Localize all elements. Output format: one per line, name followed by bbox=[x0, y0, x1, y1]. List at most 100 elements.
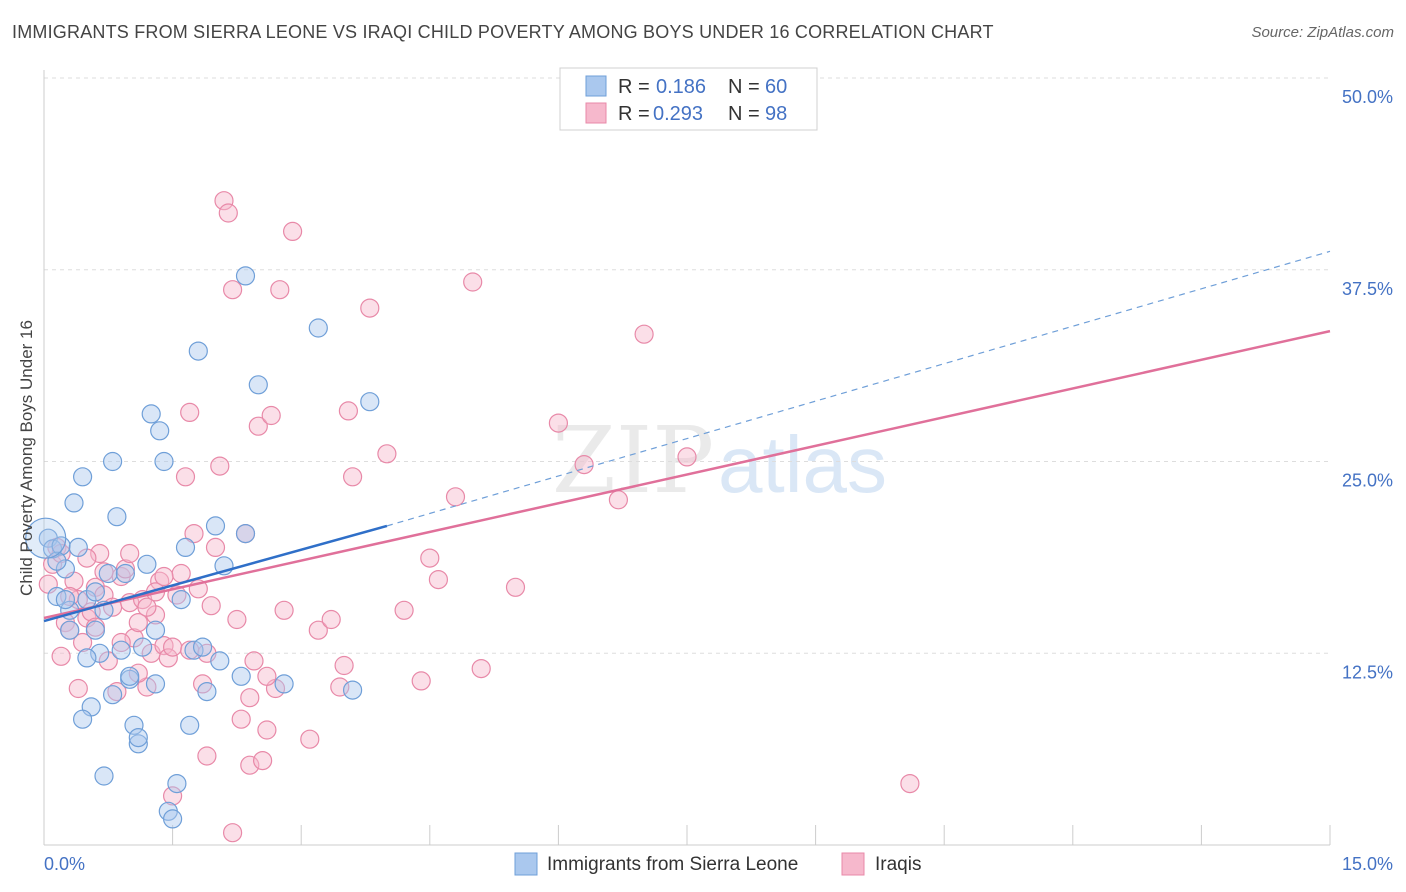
iraqis-point-52 bbox=[261, 405, 281, 426]
x-tick-labels: 0.0% 15.0% bbox=[44, 854, 1393, 874]
sierra-leone-point-36 bbox=[205, 516, 226, 536]
legend-bottom-swatch-pink bbox=[841, 852, 865, 876]
sierra-leone-point-16 bbox=[107, 507, 127, 527]
iraqis-points bbox=[38, 191, 920, 843]
iraqis-point-32 bbox=[175, 467, 196, 487]
legend-swatch-blue bbox=[585, 75, 607, 97]
sierra-leone-point-21 bbox=[128, 734, 148, 754]
sierra-leone-point-22 bbox=[133, 637, 153, 657]
legend-bottom-label-blue: Immigrants from Sierra Leone bbox=[547, 854, 798, 875]
sierra-leone-point-51 bbox=[167, 773, 187, 794]
sierra-leone-cluster-point bbox=[25, 517, 67, 559]
iraqis-point-28 bbox=[158, 648, 178, 668]
legend-n-label-blue: N = bbox=[728, 76, 760, 98]
iraqis-point-8 bbox=[72, 632, 93, 653]
iraqis-point-95 bbox=[120, 543, 140, 564]
iraqis-point-70 bbox=[445, 487, 466, 507]
iraqis-point-65 bbox=[377, 444, 397, 464]
sierra-leone-point-52 bbox=[60, 620, 80, 640]
iraqis-point-41 bbox=[214, 191, 234, 211]
iraqis-point-49 bbox=[248, 416, 268, 436]
legend-r-value-pink: 0.293 bbox=[653, 103, 703, 125]
iraqis-point-67 bbox=[411, 671, 431, 691]
iraqis-point-47 bbox=[240, 755, 260, 775]
iraqis-point-77 bbox=[634, 324, 654, 344]
legend-r-label-pink: R = bbox=[618, 103, 650, 125]
sierra-leone-point-14 bbox=[98, 563, 118, 584]
iraqis-point-29 bbox=[163, 786, 183, 806]
sierra-leone-point-37 bbox=[210, 651, 230, 671]
legend-bottom-swatch-blue bbox=[514, 852, 538, 876]
iraqis-point-63 bbox=[343, 467, 363, 487]
sierra-leone-point-44 bbox=[308, 318, 328, 338]
sierra-leone-trend-extension bbox=[386, 250, 1331, 527]
iraqis-point-68 bbox=[420, 548, 440, 568]
sierra-leone-point-26 bbox=[150, 421, 170, 441]
legend-top: R = 0.186 N = 60 R = 0.293 N = 98 bbox=[559, 67, 818, 131]
iraqis-point-69 bbox=[428, 569, 448, 590]
iraqis-point-40 bbox=[210, 456, 230, 476]
iraqis-point-45 bbox=[231, 709, 251, 729]
iraqis-point-61 bbox=[334, 655, 354, 676]
legend-n-label-pink: N = bbox=[728, 103, 760, 125]
sierra-leone-point-15 bbox=[102, 451, 123, 472]
iraqis-point-83 bbox=[111, 632, 131, 653]
iraqis-point-51 bbox=[257, 720, 277, 740]
legend-r-label-blue: R = bbox=[618, 76, 650, 98]
iraqis-point-78 bbox=[677, 447, 697, 467]
trend-lines bbox=[43, 250, 1331, 623]
sierra-leone-point-20 bbox=[124, 715, 144, 735]
sierra-leone-point-11 bbox=[85, 620, 106, 640]
iraqis-point-44 bbox=[227, 609, 247, 630]
iraqis-point-97 bbox=[154, 566, 174, 587]
iraqis-point-39 bbox=[205, 537, 226, 558]
iraqis-point-72 bbox=[471, 658, 491, 679]
sierra-leone-point-46 bbox=[360, 392, 380, 412]
sierra-leone-point-39 bbox=[231, 666, 251, 686]
y-tick-label-3: 50.0% bbox=[1342, 87, 1393, 107]
y-axis-label: Child Poverty Among Boys Under 16 bbox=[17, 320, 36, 596]
sierra-leone-point-6 bbox=[64, 493, 84, 513]
legend-bottom-label-pink: Iraqis bbox=[875, 854, 921, 875]
iraqis-point-90 bbox=[240, 688, 260, 708]
iraqis-point-59 bbox=[321, 609, 341, 630]
sierra-leone-point-47 bbox=[94, 766, 114, 786]
iraqis-point-79 bbox=[900, 773, 920, 794]
iraqis-point-74 bbox=[548, 413, 569, 433]
legend-r-value-blue: 0.186 bbox=[656, 76, 706, 98]
sierra-leone-point-25 bbox=[145, 674, 166, 694]
sierra-leone-trend-line bbox=[43, 524, 388, 623]
sierra-leone-point-56 bbox=[193, 637, 213, 657]
sierra-leone-point-31 bbox=[175, 537, 196, 558]
sierra-leone-point-42 bbox=[248, 375, 268, 395]
legend-swatch-pink bbox=[585, 102, 607, 124]
sierra-leone-point-58 bbox=[85, 582, 106, 602]
y-tick-label-0: 12.5% bbox=[1342, 662, 1393, 682]
iraqis-point-55 bbox=[274, 600, 294, 620]
sierra-leone-point-23 bbox=[137, 554, 157, 574]
legend-bottom: Immigrants from Sierra Leone Iraqis bbox=[514, 852, 921, 876]
iraqis-point-38 bbox=[201, 596, 221, 616]
legend-n-value-pink: 98 bbox=[765, 103, 787, 125]
sierra-leone-point-45 bbox=[343, 680, 363, 700]
sierra-leone-point-29 bbox=[163, 809, 183, 829]
iraqis-point-89 bbox=[223, 823, 243, 843]
sierra-leone-point-8 bbox=[72, 467, 93, 487]
sierra-leone-point-50 bbox=[72, 709, 93, 729]
iraqis-point-81 bbox=[68, 678, 88, 699]
iraqis-point-66 bbox=[394, 600, 414, 620]
iraqis-point-31 bbox=[171, 563, 191, 584]
iraqis-point-76 bbox=[608, 490, 629, 510]
sierra-leone-point-7 bbox=[68, 537, 88, 558]
chart-source: Source: ZipAtlas.com bbox=[1251, 24, 1394, 41]
y-tick-label-1: 25.0% bbox=[1342, 471, 1393, 491]
iraqis-point-73 bbox=[505, 577, 526, 597]
iraqis-point-34 bbox=[184, 523, 204, 544]
iraqis-point-75 bbox=[574, 455, 594, 475]
sierra-leone-point-34 bbox=[188, 341, 208, 361]
iraqis-point-86 bbox=[163, 637, 183, 657]
y-tick-labels: 12.5% 25.0% 37.5% 50.0% bbox=[1342, 87, 1393, 682]
iraqis-point-42 bbox=[218, 203, 238, 223]
iraqis-point-54 bbox=[270, 280, 290, 300]
